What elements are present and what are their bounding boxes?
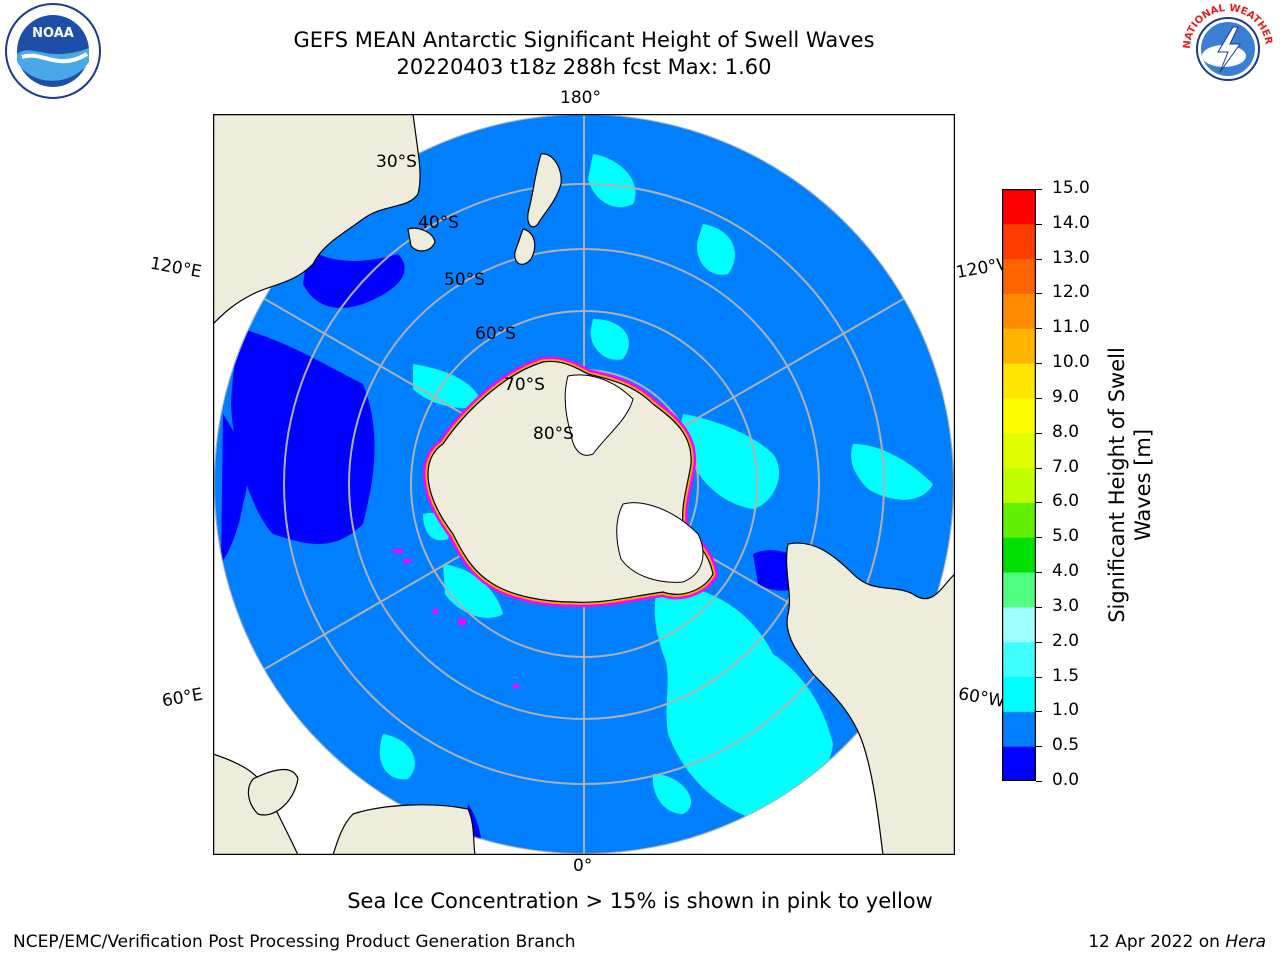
colorbar-tick-label: 4.0: [1052, 561, 1080, 582]
colorbar-tick-mark: [1036, 328, 1042, 330]
low-swell-region: [231, 329, 375, 544]
lon-label-upper-left: 120°E: [148, 253, 204, 283]
colorbar-bin: [1002, 746, 1036, 781]
colorbar-tick-mark: [1036, 781, 1042, 782]
colorbar-bin: [1002, 432, 1036, 469]
colorbar-tick-label: 3.0: [1052, 595, 1080, 616]
nws-logo-icon: NATIONAL WEATHER SERVICE: [1178, 0, 1274, 95]
lon-label-bottom: 0°: [573, 856, 593, 876]
colorbar-tick-label: 0.0: [1052, 770, 1080, 790]
colorbar-tick-label: 12.0: [1052, 282, 1090, 303]
colorbar-tick-label: 10.0: [1052, 352, 1090, 373]
new-zealand-land: [527, 153, 562, 228]
ronne-ice-shelf: [616, 502, 704, 583]
colorbar-bin: [1002, 572, 1036, 608]
noaa-logo-text: NOAA: [32, 26, 74, 41]
colorbar-bin: [1002, 258, 1036, 294]
map-subtitle: 20220403 t18z 288h fcst Max: 1.60: [396, 55, 772, 79]
colorbar-bin: [1002, 537, 1036, 573]
colorbar-tick-mark: [1036, 572, 1042, 574]
colorbar-bin: [1002, 397, 1036, 434]
colorbar-tick-mark: [1036, 397, 1042, 399]
australia-land: [213, 114, 421, 325]
colorbar-tick-label: 0.5: [1052, 735, 1080, 756]
colorbar-tick-mark: [1036, 537, 1042, 539]
colorbar-tick-label: 1.5: [1052, 665, 1080, 686]
sea-ice-specks: [393, 549, 519, 688]
colorbar-tick-mark: [1036, 502, 1042, 504]
lat-label-30s: 30°S: [376, 152, 417, 172]
colorbar-tick-label: 13.0: [1052, 247, 1090, 268]
colorbar-tick-label: 1.0: [1052, 700, 1080, 721]
colorbar-bin: [1002, 641, 1036, 678]
colorbar-bin: [1002, 502, 1036, 538]
host-name: Hera: [1225, 932, 1266, 952]
colorbar-tick-mark: [1036, 711, 1042, 713]
colorbar-label: Significant Height of Swell Waves [m]: [1105, 347, 1155, 623]
colorbar-tick-mark: [1036, 641, 1042, 643]
colorbar-tick-mark: [1036, 467, 1042, 469]
noaa-logo-icon: NOAA: [5, 3, 101, 99]
lat-label-70s: 70°S: [504, 375, 545, 395]
colorbar-bin: [1002, 676, 1036, 712]
land: [213, 114, 955, 855]
colorbar-bin: [1002, 711, 1036, 747]
colorbar-tick-label: 14.0: [1052, 212, 1090, 233]
polar-map: [213, 114, 955, 855]
credit-right: 12 Apr 2022 on Hera: [1088, 932, 1266, 952]
sea-ice-caption: Sea Ice Concentration > 15% is shown in …: [347, 889, 933, 913]
colorbar-tick-label: 11.0: [1052, 317, 1090, 338]
lat-label-50s: 50°S: [444, 270, 485, 290]
colorbar-tick-mark: [1036, 746, 1042, 748]
colorbar-tick-mark: [1036, 606, 1042, 608]
colorbar-tick-mark: [1036, 293, 1042, 295]
lon-label-lower-left: 60°E: [160, 684, 205, 712]
colorbar-tick-mark: [1036, 189, 1042, 190]
colorbar-tick-label: 7.0: [1052, 456, 1080, 477]
colorbar-tick-label: 8.0: [1052, 421, 1080, 442]
colorbar-tick-label: 5.0: [1052, 526, 1080, 547]
colorbar-bin: [1002, 223, 1036, 260]
colorbar-tick-label: 9.0: [1052, 386, 1080, 407]
colorbar-bin: [1002, 189, 1036, 225]
map-frame: [213, 114, 955, 855]
south-america-land: [785, 542, 955, 855]
colorbar-tick-label: 6.0: [1052, 491, 1080, 512]
colorbar-bin: [1002, 606, 1036, 643]
lat-label-80s: 80°S: [533, 424, 574, 444]
ross-ice-shelf: [564, 374, 634, 456]
colorbar-bin: [1002, 328, 1036, 364]
antarctica: [423, 356, 718, 608]
colorbar-tick-mark: [1036, 676, 1042, 678]
lat-label-40s: 40°S: [418, 213, 459, 233]
colorbar: [1002, 189, 1036, 781]
colorbar-bin: [1002, 293, 1036, 329]
colorbar-tick-label: 15.0: [1052, 178, 1090, 198]
colorbar-tick-mark: [1036, 258, 1042, 260]
lon-label-lower-right: 60°W: [956, 684, 1007, 712]
colorbar-tick-mark: [1036, 223, 1042, 225]
credit-left: NCEP/EMC/Verification Post Processing Pr…: [13, 932, 576, 952]
colorbar-bin: [1002, 467, 1036, 503]
colorbar-tick-mark: [1036, 432, 1042, 434]
lon-label-top: 180°: [560, 88, 601, 108]
colorbar-tick-mark: [1036, 363, 1042, 365]
lat-label-60s: 60°S: [475, 324, 516, 344]
colorbar-bin: [1002, 363, 1036, 399]
colorbar-tick-label: 2.0: [1052, 630, 1080, 651]
map-title: GEFS MEAN Antarctic Significant Height o…: [293, 28, 875, 52]
